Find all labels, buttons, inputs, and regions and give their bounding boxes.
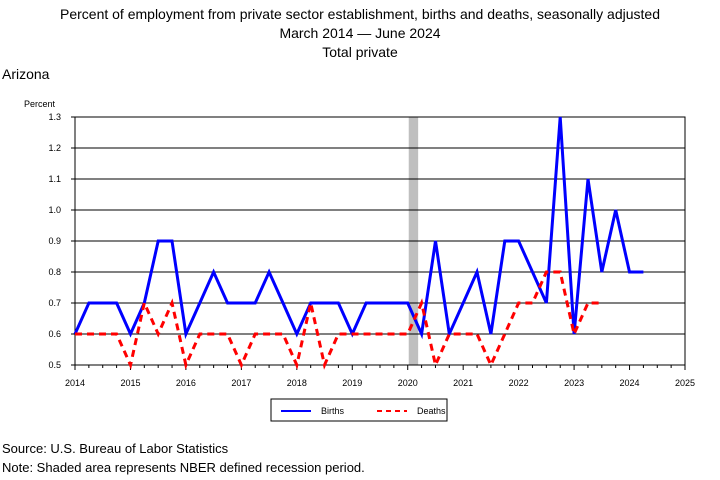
x-tick-label: 2024	[620, 378, 640, 388]
region-label: Arizona	[2, 66, 50, 82]
legend-label-births: Births	[321, 406, 345, 416]
y-tick-label: 1.1	[48, 174, 61, 184]
source-note: Source: U.S. Bureau of Labor Statistics	[2, 441, 229, 456]
series-label: Total private	[322, 44, 398, 60]
y-tick-label: 1.0	[48, 205, 61, 215]
y-tick-label: 0.9	[48, 236, 61, 246]
recession-note: Note: Shaded area represents NBER define…	[2, 460, 365, 475]
y-tick-label: 1.3	[48, 112, 61, 122]
chart-title: Percent of employment from private secto…	[60, 6, 660, 22]
x-tick-label: 2021	[453, 378, 473, 388]
y-tick-label: 0.8	[48, 267, 61, 277]
x-tick-label: 2025	[675, 378, 695, 388]
series-line-births	[73, 116, 644, 340]
x-tick-label: 2019	[342, 378, 362, 388]
x-tick-label: 2018	[287, 378, 307, 388]
y-tick-label: 1.2	[48, 143, 61, 153]
legend-label-deaths: Deaths	[417, 406, 446, 416]
y-tick-label: 0.7	[48, 298, 61, 308]
x-tick-label: 2017	[231, 378, 251, 388]
y-axis-label: Percent	[24, 99, 56, 109]
x-tick-label: 2016	[176, 378, 196, 388]
legend-box	[270, 398, 448, 422]
x-tick-label: 2020	[398, 378, 418, 388]
y-tick-label: 0.5	[48, 360, 61, 370]
y-tick-label: 0.6	[48, 329, 61, 339]
x-tick-label: 2022	[509, 378, 529, 388]
x-tick-label: 2015	[120, 378, 140, 388]
chart-subtitle: March 2014 — June 2024	[279, 25, 441, 41]
series-line-deaths	[75, 270, 602, 370]
x-tick-label: 2014	[65, 378, 85, 388]
x-tick-label: 2023	[564, 378, 584, 388]
